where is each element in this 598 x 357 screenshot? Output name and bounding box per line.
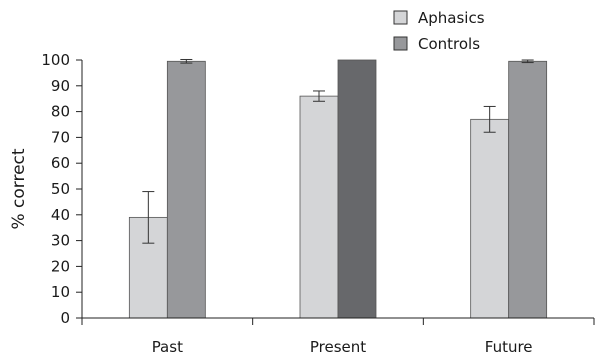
x-tick-label-future: Future [485,338,533,356]
legend-label-controls: Controls [418,35,480,53]
y-tick-label-40: 40 [51,206,70,224]
y-tick-label-30: 30 [51,232,70,250]
bar-aphasics-future [470,118,510,319]
x-tick-label-past: Past [152,338,183,356]
y-tick-label-10: 10 [51,283,70,301]
bar-controls-future [508,60,548,319]
y-tick-label-80: 80 [51,103,70,121]
y-tick-label-60: 60 [51,154,70,172]
y-axis-title: % correct [9,148,29,229]
bar-controls-past [166,60,206,319]
y-tick-label-100: 100 [41,51,70,69]
bar-controls-present [337,59,377,319]
y-tick-label-70: 70 [51,128,70,146]
y-tick-label-90: 90 [51,77,70,95]
y-tick-label-50: 50 [51,180,70,198]
y-tick-label-20: 20 [51,257,70,275]
legend-swatch-controls [393,36,408,51]
x-tick-label-present: Present [310,338,366,356]
y-tick-label-0: 0 [60,309,70,327]
legend: Aphasics Controls [393,9,485,53]
legend-label-aphasics: Aphasics [418,9,485,27]
bar-aphasics-present [299,95,339,319]
legend-swatch-aphasics [393,10,408,25]
